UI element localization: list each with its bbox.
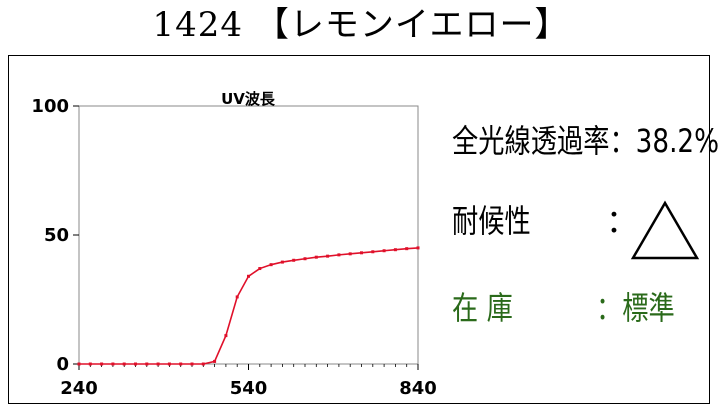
data-point	[416, 246, 420, 250]
weather-resistance-colon: ：	[606, 202, 639, 240]
data-point	[393, 248, 397, 252]
data-point	[280, 260, 284, 264]
total-light-transmittance: 全光線透過率：38.2%	[452, 122, 720, 160]
data-point	[382, 249, 386, 253]
y-tick-label: 100	[31, 96, 69, 117]
data-point	[179, 362, 183, 366]
data-point	[337, 253, 341, 257]
data-point	[213, 359, 217, 363]
data-point	[360, 251, 363, 255]
data-point	[247, 274, 250, 278]
stock-value: ：標準	[596, 289, 675, 327]
y-tick-label: 0	[56, 354, 69, 375]
data-point	[292, 258, 296, 262]
x-tick-label: 240	[60, 378, 98, 399]
product-panel	[8, 55, 710, 404]
x-tick-label: 840	[399, 378, 437, 399]
plot-area	[78, 105, 419, 365]
y-tick-label: 50	[44, 225, 69, 246]
chart-title: UV波長	[221, 90, 276, 108]
data-point	[201, 362, 205, 366]
data-point	[326, 254, 330, 258]
page-title: 1424 【レモンイエロー】	[152, 5, 570, 45]
weather-resistance-label: 耐候性	[452, 202, 531, 240]
data-point	[269, 263, 273, 267]
data-point	[405, 247, 409, 251]
data-point	[224, 334, 228, 338]
data-point	[88, 362, 92, 366]
data-point	[111, 362, 115, 366]
series-uv	[77, 246, 420, 366]
data-point	[156, 362, 160, 366]
data-point	[167, 362, 171, 366]
data-point	[371, 250, 375, 254]
data-point	[77, 362, 81, 366]
data-point	[235, 295, 239, 299]
data-point	[122, 362, 126, 366]
data-point	[134, 362, 137, 366]
stock-label: 在 庫	[452, 289, 513, 327]
data-point	[100, 362, 104, 366]
data-point	[190, 362, 194, 366]
data-point	[145, 362, 149, 366]
axes: 0 50 100 240 540 840	[31, 96, 436, 399]
data-point	[258, 267, 262, 271]
data-point	[348, 252, 352, 256]
data-point	[314, 255, 318, 259]
x-tick-label: 540	[230, 378, 268, 399]
data-point	[303, 257, 307, 261]
triangle-icon	[630, 200, 700, 260]
